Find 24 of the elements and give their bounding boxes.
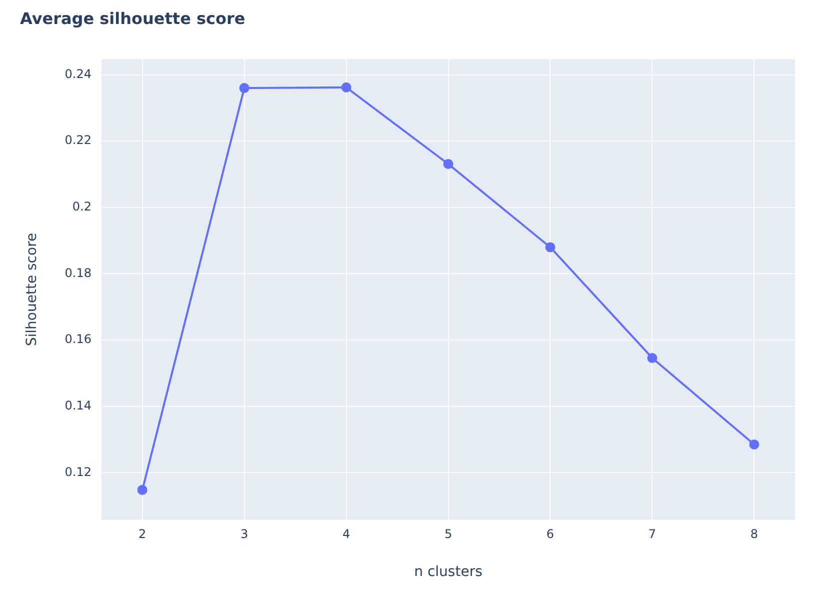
x-axis-title: n clusters: [414, 564, 482, 580]
y-tick-label: 0.22: [64, 133, 92, 148]
point: [341, 82, 352, 92]
point: [749, 440, 760, 450]
y-tick-label: 0.2: [72, 200, 92, 214]
y-tick-label: 0.18: [64, 266, 92, 280]
x-tick-label: 3: [240, 527, 248, 542]
point: [137, 484, 148, 495]
x-tick-label: 5: [444, 527, 452, 542]
y-axis-title: Silhouette score: [24, 232, 40, 346]
chart-title: Average silhouette score: [20, 8, 246, 28]
y-tick-label: 0.16: [64, 332, 92, 346]
point: [443, 158, 454, 169]
x-tick-label: 4: [342, 527, 350, 542]
point: [545, 242, 556, 252]
point: [647, 352, 658, 363]
point: [239, 83, 250, 94]
y-tick-label: 0.14: [64, 398, 92, 413]
x-tick-label: 8: [750, 527, 758, 542]
x-tick-label: 7: [648, 527, 656, 542]
x-tick-label: 6: [546, 527, 554, 542]
y-tick-label: 0.12: [64, 464, 92, 479]
x-tick-label: 2: [138, 527, 146, 542]
y-tick-label: 0.24: [64, 66, 92, 81]
